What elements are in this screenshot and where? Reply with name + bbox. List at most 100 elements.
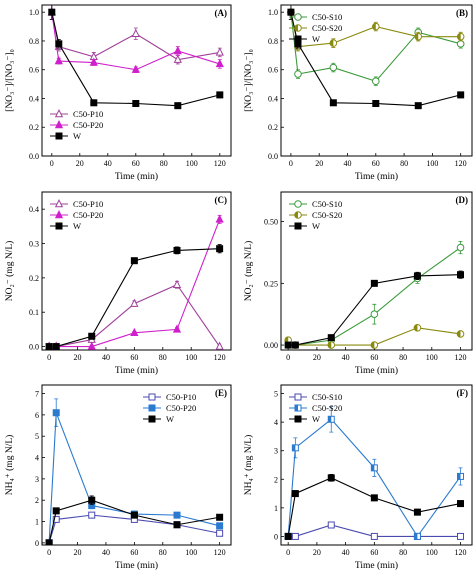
x-tick-label: 40 (104, 159, 112, 168)
x-tick-label: 60 (370, 353, 378, 362)
x-tick-label: 20 (313, 353, 321, 362)
x-axis-label: Time (min) (355, 365, 398, 376)
y-tick-label: 5 (274, 390, 278, 399)
y-tick-label: 0.50 (264, 218, 278, 227)
data-point (329, 99, 337, 107)
x-tick-label: 40 (102, 353, 110, 362)
legend-entry: C50-S20 (312, 210, 342, 220)
y-tick-label: 1 (35, 518, 39, 527)
plot-frame (280, 191, 473, 351)
y-tick-label: 1 (274, 504, 278, 513)
series-W (284, 270, 465, 349)
data-point (370, 279, 378, 287)
series-area (44, 214, 224, 350)
legend-marker-marker-fill (294, 211, 298, 219)
data-point (55, 40, 63, 48)
series-line-W (287, 477, 461, 537)
data-point (329, 63, 338, 72)
data-point (88, 332, 96, 340)
legend-marker (55, 222, 63, 230)
data-point (457, 271, 465, 279)
x-tick-label: 40 (343, 159, 351, 168)
y-axis-label: [NO₃⁻]/[NO₃⁻]₀ (5, 49, 15, 112)
data-point (215, 341, 224, 350)
data-point (89, 57, 98, 66)
data-point (370, 532, 378, 540)
y-tick-label: 0.2 (268, 123, 278, 132)
data-point (215, 58, 224, 68)
data-point (371, 77, 380, 86)
legend-marker (294, 13, 302, 21)
x-tick-label: 100 (185, 548, 197, 557)
y-tick-label: 0.8 (268, 37, 278, 46)
data-point (372, 100, 380, 108)
series-W (45, 495, 224, 545)
series-line-W (48, 499, 220, 543)
data-point-marker-fill (330, 39, 334, 47)
series-line-C50-S10 (290, 12, 461, 82)
y-tick-label: 0.6 (29, 66, 39, 75)
legend-entry: C50-S10 (312, 12, 342, 22)
series-C50-S20 (284, 406, 465, 540)
series-C50-P20 (45, 398, 224, 545)
data-point (172, 279, 182, 288)
x-tick-label: 20 (74, 548, 82, 557)
x-tick-label: 20 (315, 159, 323, 168)
data-point (130, 327, 139, 337)
series-W (48, 5, 224, 110)
data-point (215, 214, 224, 223)
legend-marker (148, 415, 156, 423)
series-C50-P20 (44, 214, 224, 350)
data-point-marker-fill (457, 330, 461, 338)
y-tick-label: 0.25 (264, 279, 278, 288)
data-point (216, 91, 224, 99)
legend-entry: C50-P20 (166, 403, 196, 413)
series-line-C50-P10 (48, 514, 220, 544)
data-point (284, 341, 292, 349)
panel-label: (E) (215, 388, 227, 398)
series-line-C50-P20 (51, 12, 220, 71)
data-point-marker-fill (292, 444, 296, 451)
y-tick-label: 4 (274, 418, 278, 427)
data-point-marker-fill (372, 23, 376, 30)
x-tick-label: 80 (399, 548, 407, 557)
x-tick-label: 100 (426, 353, 438, 362)
data-point (287, 8, 295, 16)
data-point (327, 334, 335, 342)
y-tick-label: 0 (274, 532, 278, 541)
series-area (284, 240, 465, 349)
y-tick-label: 3 (274, 447, 278, 456)
x-tick-label: 0 (286, 548, 290, 557)
x-tick-label: 100 (186, 159, 198, 168)
series-area (45, 398, 224, 545)
legend-entry: W (312, 414, 320, 424)
y-tick-label: 2 (274, 475, 278, 484)
data-point-marker-fill (414, 33, 419, 40)
x-tick-label: 100 (426, 159, 438, 168)
legend-entry: C50-P10 (73, 109, 103, 119)
data-point (48, 8, 56, 16)
series-area (287, 5, 465, 110)
data-point (291, 341, 299, 349)
y-tick-label: 0.3 (29, 240, 39, 249)
legend-marker (148, 393, 156, 401)
y-tick-label: 7 (35, 390, 39, 399)
y-tick-label: 0.8 (29, 37, 39, 46)
y-tick-label: 0.6 (268, 66, 278, 75)
legend-marker (294, 200, 302, 208)
x-tick-label: 120 (214, 353, 226, 362)
y-tick-label: 5 (35, 432, 39, 441)
data-point (52, 343, 60, 350)
x-tick-label: 100 (185, 353, 197, 362)
data-point (132, 100, 140, 108)
data-point (456, 243, 465, 252)
legend-marker (148, 404, 156, 412)
legend-entry: W (166, 414, 174, 424)
y-tick-label: 0.1 (29, 308, 39, 317)
